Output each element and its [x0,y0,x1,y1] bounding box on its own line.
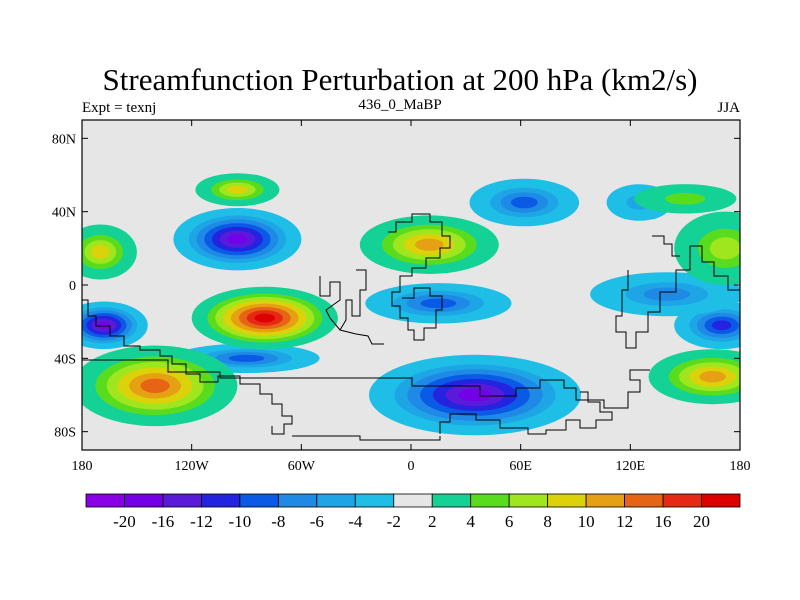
positive-anomaly-9 [82,345,238,427]
colorbar: -20 -16 -12 -10 -8 -6 -4 -2 2 4 6 8 10 12 16 20 [85,493,741,531]
colorbar-swatch [316,493,356,508]
colorbar-swatch [470,493,510,508]
colorbar-swatch [162,493,202,508]
contour-band [91,245,110,259]
colorbar-label: 6 [505,512,514,531]
positive-anomaly-13 [82,224,137,280]
contour-band [665,193,706,205]
negative-anomaly-7 [173,343,320,373]
negative-anomaly-4 [469,178,580,227]
colorbar-swatch [508,493,549,508]
colorbar-label: -12 [190,512,213,531]
x-tick-label: 120W [175,459,210,474]
colorbar-label: 20 [693,512,710,531]
y-tick-label: 40N [52,206,76,221]
coastline-south-america [339,269,367,331]
coastline-east-asia [652,235,680,257]
contour-band [228,354,265,362]
positive-anomaly-8 [191,286,338,350]
colorbar-label: -16 [152,512,175,531]
coastline-central-america [319,276,384,345]
colorbar-swatch [585,493,625,508]
colorbar-swatch [431,493,472,508]
y-tick-label: 80S [54,426,76,441]
run-id-label: 436_0_MaBP [358,97,442,113]
x-tick-label: 180 [72,459,93,474]
positive-anomaly-16 [634,184,737,214]
negative-anomaly-1 [82,301,148,350]
colorbar-label: -20 [113,512,136,531]
coastline-africa-europe [388,213,451,341]
season-label: JJA [717,100,740,116]
colorbar-label: 10 [578,512,595,531]
experiment-label: Expt = texnj [82,100,157,116]
colorbar-swatch [85,493,125,508]
coastline-americas [82,299,293,435]
colorbar-label: -2 [387,512,401,531]
positive-anomaly-14 [674,211,740,285]
colorbar-swatch [277,493,318,508]
contour-band [643,287,691,301]
x-tick-label: 60W [288,459,316,474]
colorbar-label: 12 [616,512,633,531]
coastline-antarctic-edge [292,435,441,441]
contour-band [458,388,492,402]
colorbar-swatch [354,493,395,508]
positive-anomaly-12 [648,349,740,405]
contour-band [97,321,111,329]
colorbar-swatch [701,493,741,508]
contour-band [254,313,275,323]
y-tick-label: 0 [69,279,76,294]
colorbar-swatch [547,493,587,508]
colorbar-label: 8 [543,512,552,531]
negative-anomaly-5 [365,283,512,324]
contour-band [711,320,732,331]
contour-band [140,378,170,393]
contour-band [420,298,457,309]
contour-band [510,196,538,209]
positive-anomaly-10 [359,215,499,274]
contour-band [699,371,726,383]
y-tick-label: 80N [52,132,76,147]
chart-title: Streamfunction Perturbation at 200 hPa (… [102,62,698,97]
coastline-southern-ocean [82,359,650,409]
colorbar-swatch [239,493,279,508]
coastline [82,213,740,441]
negative-anomaly-2 [674,301,740,350]
colorbar-label: 2 [428,512,437,531]
negative-anomaly-0 [173,208,302,271]
colorbar-label: 16 [655,512,672,531]
contour-band [227,234,248,245]
coastline-asia [615,245,740,349]
x-tick-label: 120E [616,459,646,474]
contour-band [415,238,444,251]
x-tick-label: 180 [730,459,751,474]
colorbar-label: 4 [466,512,475,531]
coastline-australia [439,391,613,435]
colorbar-swatch [662,493,702,508]
y-tick-label: 40S [54,352,76,367]
contour-band [227,185,248,194]
negative-anomaly-3 [369,354,581,436]
colorbar-label: -6 [310,512,324,531]
streamfunction-field [82,173,740,436]
x-tick-label: 0 [408,459,415,474]
colorbar-label: -4 [348,512,363,531]
colorbar-label: -10 [229,512,252,531]
colorbar-swatch [624,493,664,508]
contour-band [709,237,740,260]
colorbar-label: -8 [271,512,285,531]
colorbar-swatch [201,493,241,508]
positive-anomaly-11 [195,173,280,207]
axis-ticks: 180 120W 60W 0 60E 120E 180 80N 40N 0 40S 80S [52,120,751,474]
x-tick-label: 60E [509,459,532,474]
colorbar-swatch [124,493,164,508]
colorbar-swatch [393,493,433,508]
